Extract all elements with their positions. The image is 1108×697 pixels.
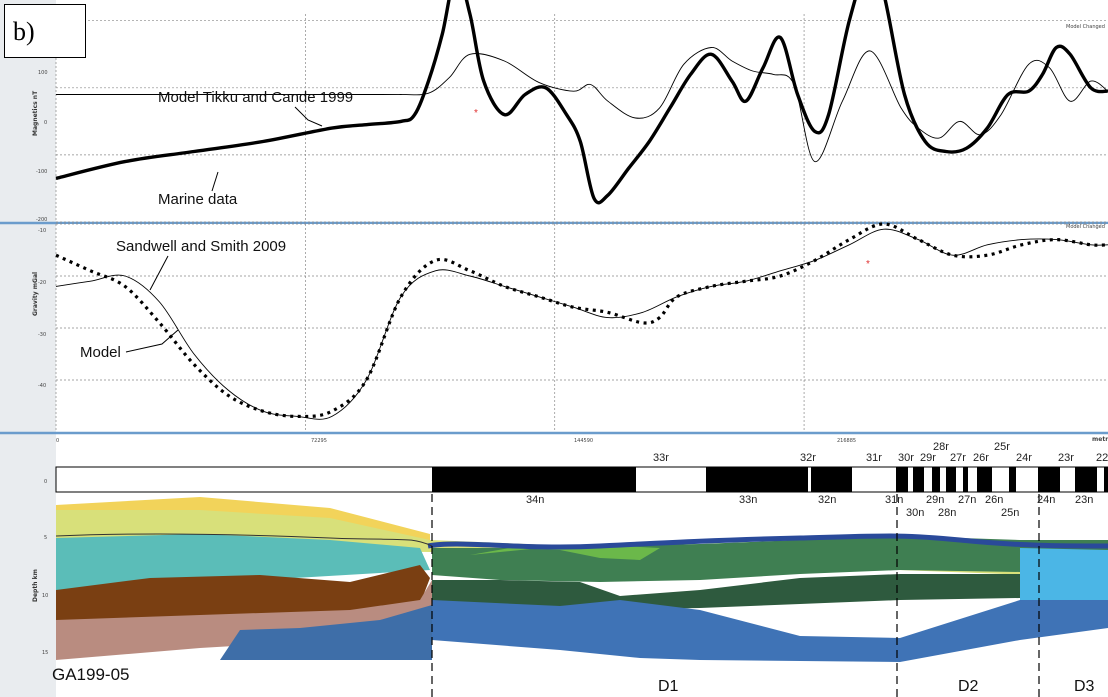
magnetics-axis-label: Magnetics nT [32, 90, 39, 136]
mag-ytick: 0 [44, 120, 48, 126]
chron-label-bottom: 29n [926, 494, 945, 506]
magnetics-model-line [55, 47, 1108, 163]
chron-label-top: 31r [866, 452, 882, 464]
gravity-series: * [55, 222, 1108, 420]
seafloor-line [427, 533, 1108, 550]
magnetics-model-annotation: Model Tikku and Cande 1999 [158, 89, 354, 106]
grav-ytick: -40 [38, 383, 47, 389]
light-green-lens [470, 546, 660, 560]
chron-label-bottom: 32n [818, 494, 837, 506]
chron-label-top: 30r [898, 452, 914, 464]
magnetics-series: * [55, 0, 1108, 205]
depth-axis-label: Depth km [32, 569, 39, 602]
depth-below-model [432, 628, 1108, 697]
mag-ytick: -100 [36, 169, 48, 175]
left-axis-strip [0, 0, 56, 697]
chron-label-bottom: 33n [739, 494, 758, 506]
chron-label-bottom: 26n [985, 494, 1004, 506]
magnetics-plot-area [56, 14, 1108, 222]
profile-name: GA199-05 [52, 665, 130, 684]
panel-label: b) [4, 4, 86, 58]
gravity-panel [0, 223, 1108, 435]
grav-ytick: -30 [38, 332, 47, 338]
mag-ytick: 100 [38, 70, 48, 76]
upper-crust-teal [56, 534, 430, 592]
normal-polarity-block [1075, 467, 1097, 492]
normal-polarity-block [963, 467, 968, 492]
normal-polarity-block [977, 467, 992, 492]
oceanic-crust-layer3 [432, 574, 1020, 610]
mag-ytick: -200 [36, 217, 48, 223]
leader-line [211, 171, 219, 192]
leader-line [125, 329, 179, 353]
sandwell-smith-annotation: Sandwell and Smith 2009 [116, 238, 287, 255]
marine-data-annotation: Marine data [158, 191, 238, 208]
depth-ytick: 10 [42, 593, 49, 599]
domain-label-d3: D3 [1074, 678, 1095, 695]
gravity-corner-label: Model Changed [1066, 224, 1105, 230]
chron-label-top: 33r [653, 452, 669, 464]
chron-label-bottom: 27n [958, 494, 977, 506]
x-tick-label: 72295 [311, 438, 327, 444]
normal-polarity-block [1038, 467, 1060, 492]
chron-label-top: 25r [994, 441, 1010, 453]
x-unit-label: metres [1092, 436, 1108, 443]
marine-data-line [55, 0, 1108, 205]
magnetic-anomaly-timescale [55, 466, 1108, 493]
chron-label-top: 32r [800, 452, 816, 464]
depth-ytick: 15 [42, 650, 49, 656]
depth-below-model-left [56, 660, 432, 697]
normal-polarity-block [706, 467, 808, 492]
domain-label-d1: D1 [658, 678, 679, 695]
chron-label-bottom: 23n [1075, 494, 1094, 506]
leader-line [294, 106, 323, 127]
x-tick-label: 216885 [837, 438, 857, 444]
normal-polarity-block [946, 467, 956, 492]
gravity-model-annotation: Model [80, 344, 121, 361]
model-marker: * [474, 108, 478, 119]
magnetics-corner-label: Model Changed [1066, 24, 1105, 30]
chron-label-bottom: 31n [885, 494, 904, 506]
normal-polarity-block [432, 467, 636, 492]
grav-ytick: -10 [38, 228, 47, 234]
chron-label-bottom: 30n [906, 507, 925, 519]
depth-ytick: 5 [44, 535, 48, 541]
depth-ytick: 0 [44, 479, 48, 485]
chron-label-bottom: 28n [938, 507, 957, 519]
chron-label-bottom: 25n [1001, 507, 1020, 519]
normal-polarity-block [896, 467, 908, 492]
mantle-blue-left [220, 605, 432, 660]
chron-label-top: 22 [1096, 452, 1108, 464]
normal-polarity-block [913, 467, 924, 492]
gravity-axis-label: Gravity mGal [32, 271, 39, 316]
chron-label-top: 24r [1016, 452, 1032, 464]
lower-crust-pink [56, 580, 432, 660]
chron-label-bottom: 24n [1037, 494, 1056, 506]
model-marker: * [866, 259, 870, 270]
chron-label-top: 27r [950, 452, 966, 464]
oceanic-crust-light-blue [1020, 548, 1108, 600]
normal-polarity-block [1009, 467, 1016, 492]
chron-label-top: 26r [973, 452, 989, 464]
x-tick-label: 0 [56, 438, 60, 444]
annotation-leaders [125, 106, 323, 353]
domain-label-d2: D2 [958, 678, 979, 695]
grav-ytick: -20 [38, 280, 47, 286]
chron-label-top: 23r [1058, 452, 1074, 464]
normal-polarity-block [811, 467, 852, 492]
basement-line [55, 533, 433, 547]
middle-crust-brown [56, 565, 430, 622]
normal-polarity-block [932, 467, 940, 492]
chron-label-bottom: 34n [526, 494, 545, 506]
leader-line [149, 255, 169, 291]
gravity-model-dotted-line [55, 222, 1108, 419]
normal-polarity-block [1104, 467, 1108, 492]
x-tick-label: 144590 [574, 438, 594, 444]
chron-label-top: 29r [920, 452, 936, 464]
chron-label-top: 28r [933, 441, 949, 453]
